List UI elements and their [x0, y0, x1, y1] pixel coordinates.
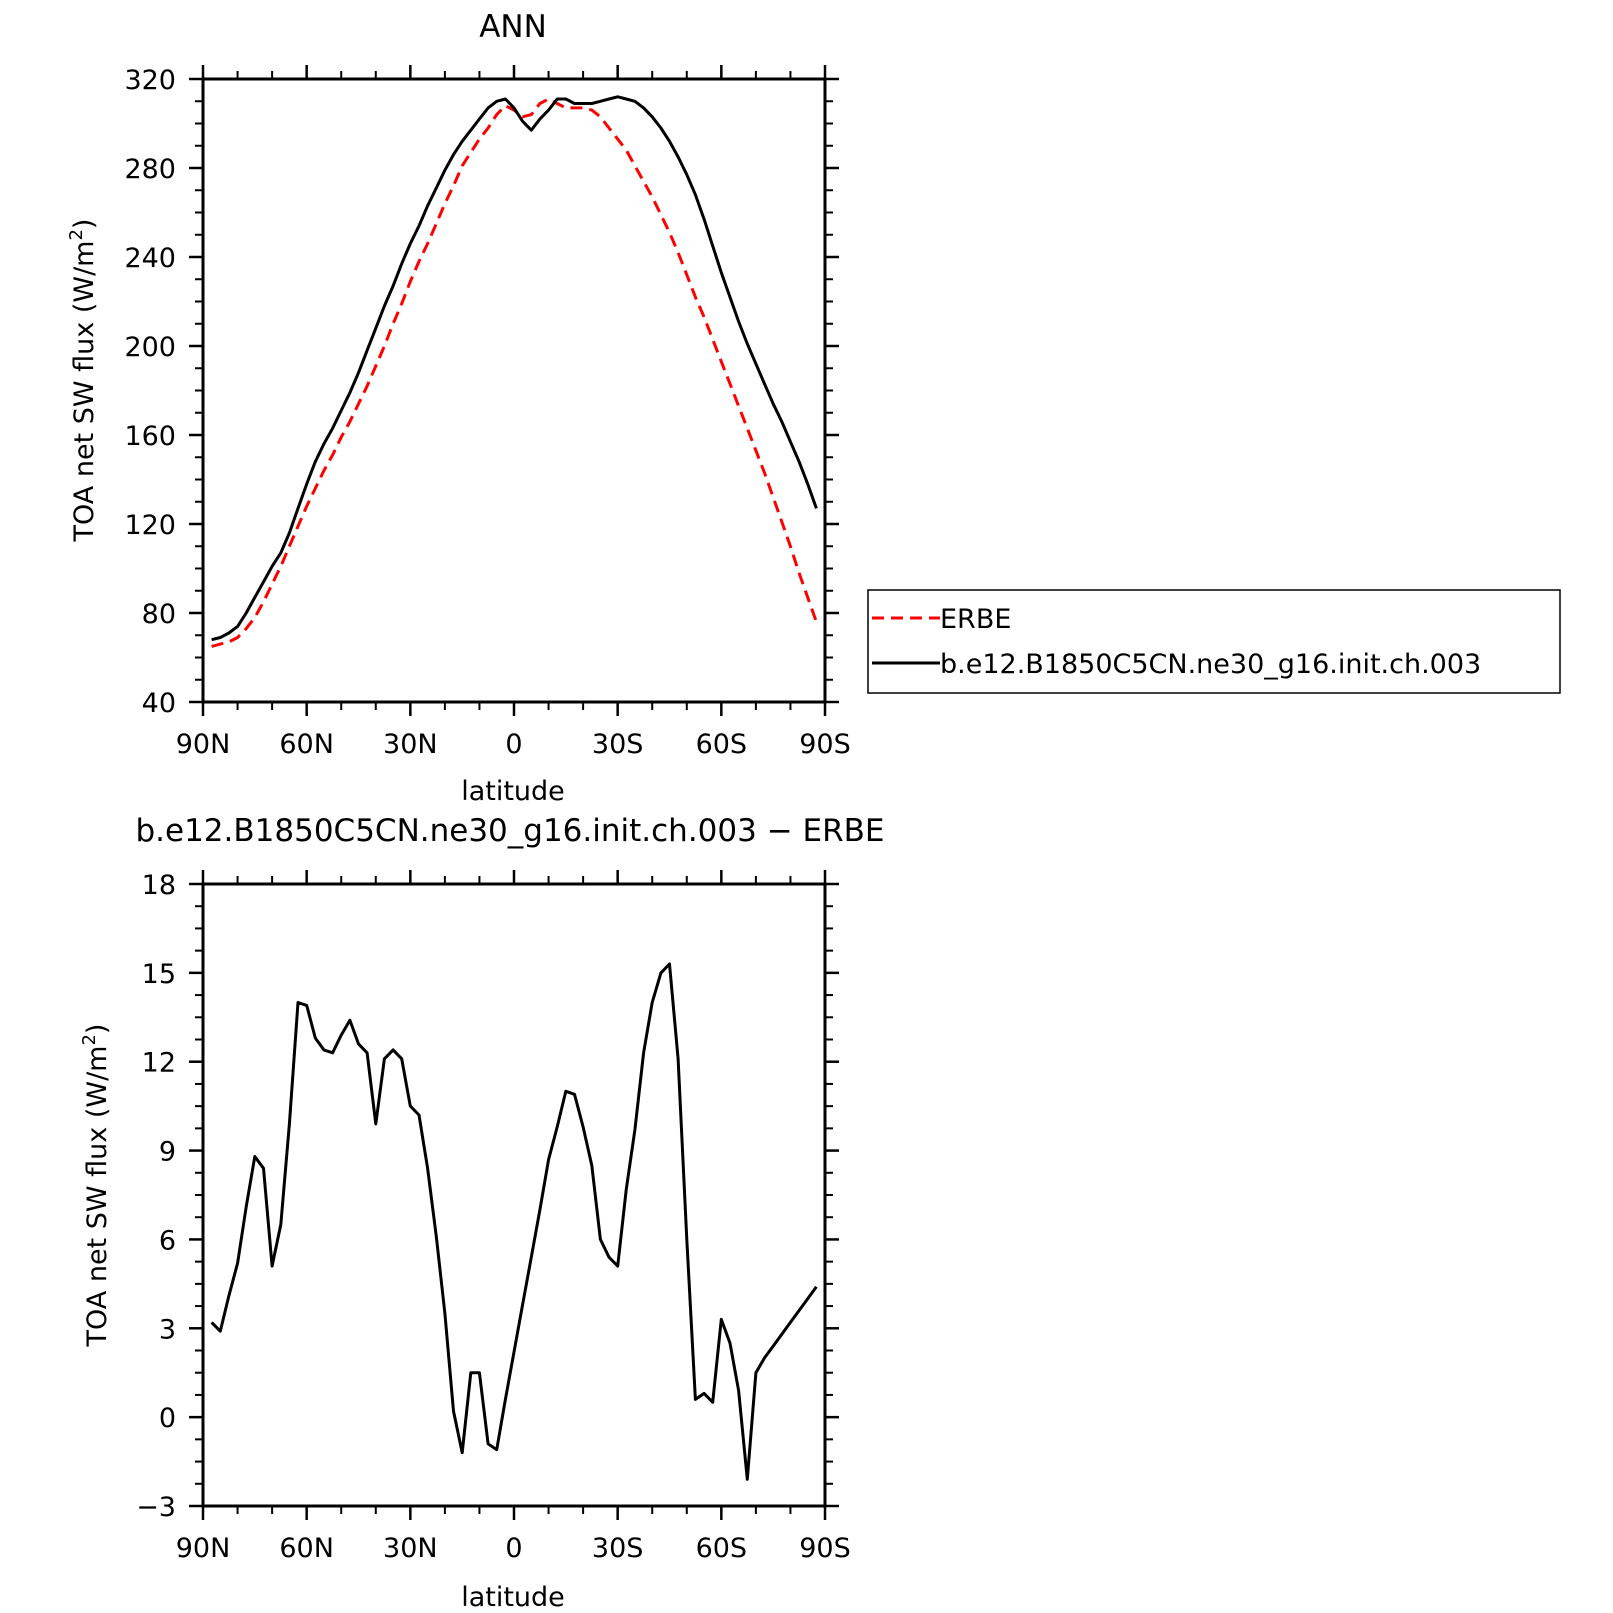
legend-label-model: b.e12.B1850C5CN.ne30_g16.init.ch.003 [940, 649, 1481, 680]
bottom-plot: b.e12.B1850C5CN.ne30_g16.init.ch.003 − E… [79, 813, 885, 1613]
top-plot-y-tick-label: 320 [124, 65, 176, 96]
top-plot-x-tick-label: 90N [176, 729, 231, 760]
bottom-plot-x-tick-label: 0 [505, 1533, 522, 1564]
bottom-plot-y-tick-label: 9 [159, 1137, 176, 1168]
top-plot-y-tick-label: 200 [124, 332, 176, 363]
bottom-plot-x-tick-label: 30S [592, 1533, 644, 1564]
top-plot-axes: 90N 60N 30N 0 30S 60S 90S 40 80 120 160 200 240 280 32… [124, 65, 851, 760]
bottom-plot-y-axis-title-end: ) [82, 1024, 113, 1035]
top-plot-x-axis-title: latitude [461, 776, 565, 807]
bottom-plot-x-tick-label: 60S [696, 1533, 748, 1564]
top-plot-series-line-1 [211, 95, 818, 642]
bottom-plot-x-tick-label: 90S [799, 1533, 851, 1564]
top-plot-y-tick-label: 80 [142, 599, 176, 630]
bottom-plot-x-axis-title: latitude [461, 1582, 565, 1613]
bottom-plot-x-tick-label: 30N [383, 1533, 438, 1564]
bottom-plot-y-axis-title-sup: 2 [79, 1034, 100, 1045]
top-plot-title: ANN [479, 9, 547, 45]
bottom-plot-y-tick-label: 3 [159, 1314, 176, 1345]
bottom-plot-y-tick-label: 15 [142, 959, 176, 990]
bottom-plot-axes: 90N 60N 30N 0 30S 60S 90S −3 0 3 6 9 12 15 18 [136, 870, 851, 1564]
bottom-plot-y-tick-label: 6 [159, 1225, 176, 1256]
top-plot-series-line-0 [211, 97, 818, 648]
top-plot-y-tick-label: 40 [142, 688, 176, 719]
top-plot-x-tick-label: 60S [696, 729, 748, 760]
bottom-plot-y-tick-label: −3 [136, 1492, 176, 1523]
bottom-plot-y-axis-title: TOA net SW flux (W/m2) [79, 1024, 113, 1348]
top-plot-y-tick-label: 120 [124, 510, 176, 541]
legend: ERBE b.e12.B1850C5CN.ne30_g16.init.ch.00… [867, 589, 1561, 694]
top-plot-y-axis-title-sup: 2 [66, 229, 87, 240]
top-plot: ANN 90N 60N 30N 0 30S 60S 90S 40 80 120 160 200 240 2… [66, 9, 851, 807]
top-plot-x-tick-label: 30N [383, 729, 438, 760]
bottom-plot-x-tick-label: 60N [279, 1533, 334, 1564]
bottom-plot-lines [210, 962, 818, 1481]
bottom-plot-y-tick-label: 0 [159, 1403, 176, 1434]
top-plot-lines [211, 95, 818, 648]
top-plot-x-tick-label: 90S [799, 729, 851, 760]
bottom-plot-y-tick-label: 18 [142, 870, 176, 901]
top-plot-y-tick-label: 240 [124, 243, 176, 274]
top-plot-frame [201, 77, 827, 704]
top-plot-y-tick-label: 160 [124, 421, 176, 452]
top-plot-x-tick-label: 60N [279, 729, 334, 760]
bottom-plot-title: b.e12.B1850C5CN.ne30_g16.init.ch.003 − E… [135, 813, 884, 849]
top-plot-y-axis-title-main: TOA net SW flux (W/m [69, 241, 100, 543]
legend-box [867, 589, 1561, 694]
legend-label-erbe: ERBE [940, 604, 1011, 635]
top-plot-x-tick-label: 30S [592, 729, 644, 760]
top-plot-y-axis-title-end: ) [69, 219, 100, 230]
top-plot-y-tick-label: 280 [124, 154, 176, 185]
bottom-plot-x-tick-label: 90N [176, 1533, 231, 1564]
bottom-plot-y-tick-label: 12 [142, 1048, 176, 1079]
bottom-plot-series-line-0 [210, 962, 818, 1481]
bottom-plot-frame [201, 882, 827, 1508]
bottom-plot-y-axis-title-main: TOA net SW flux (W/m [82, 1046, 113, 1348]
top-plot-y-axis-title: TOA net SW flux (W/m2) [66, 219, 100, 543]
top-plot-x-tick-label: 0 [505, 729, 522, 760]
